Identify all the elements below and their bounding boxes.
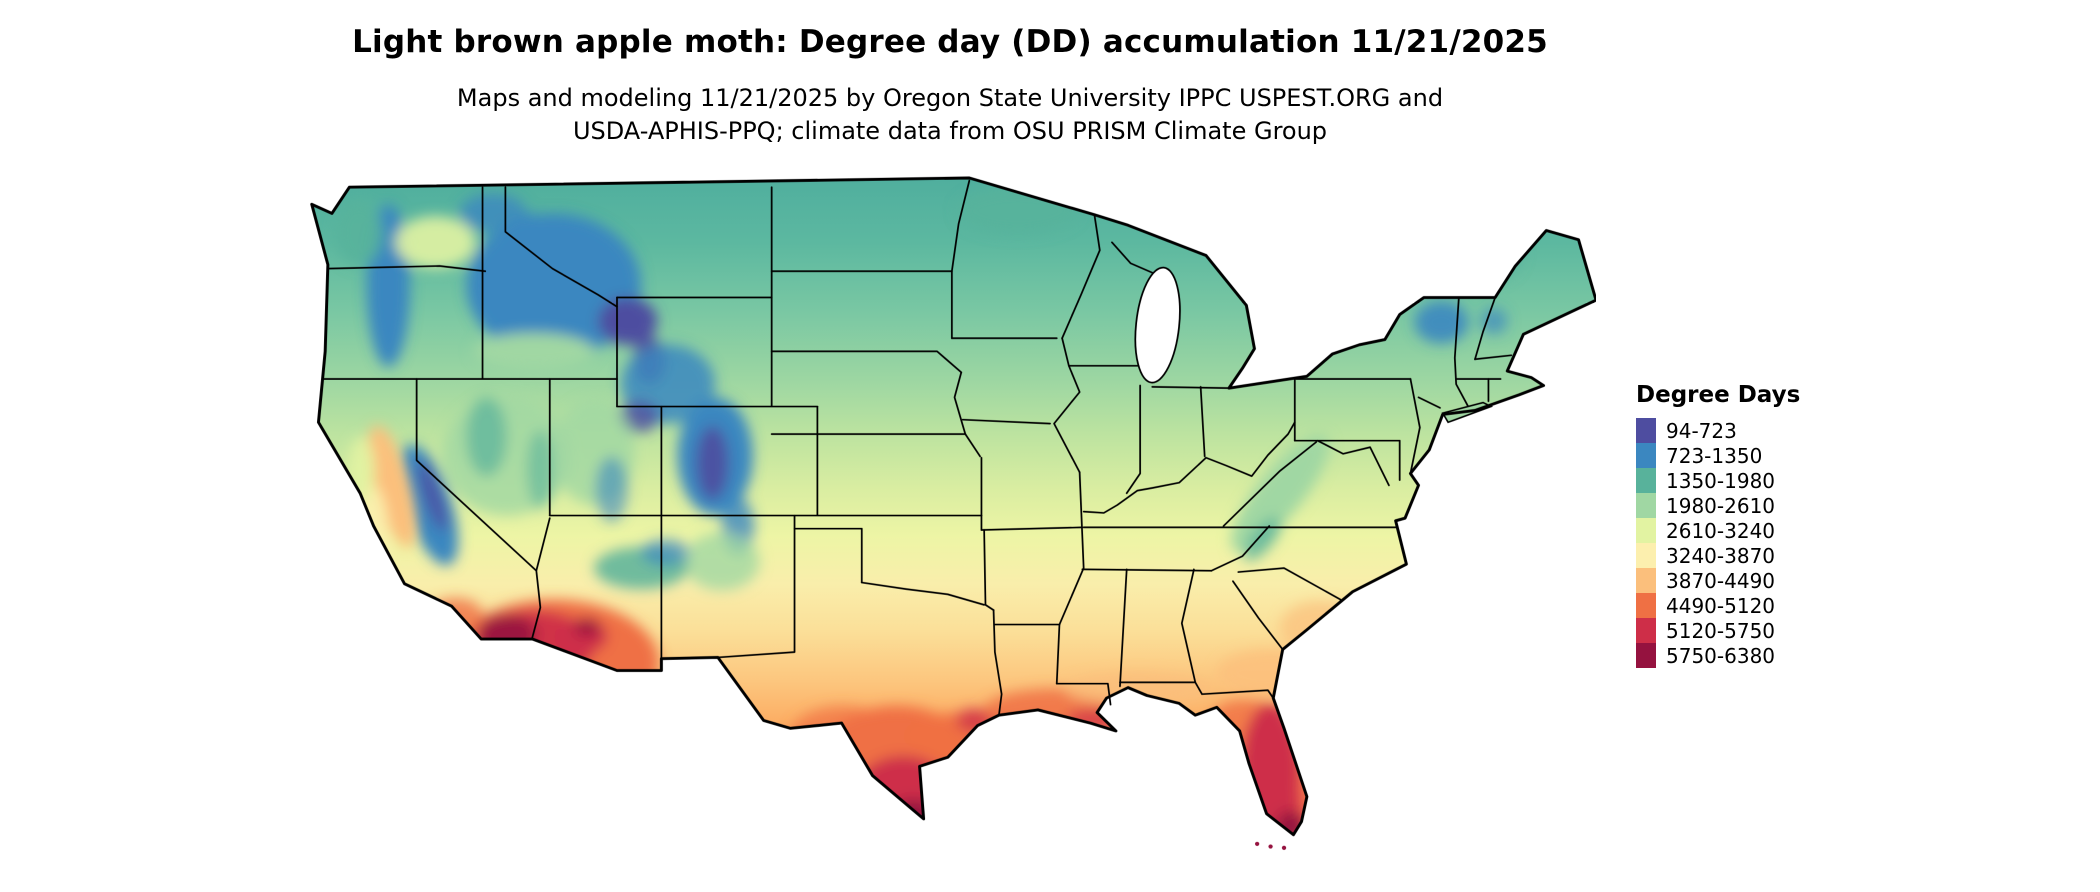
legend-items: 94-723 723-1350 1350-1980 1980-2610 2610-324… — [1636, 418, 1800, 668]
legend-row: 94-723 — [1636, 418, 1800, 443]
legend-range-label: 4490-5120 — [1666, 593, 1776, 618]
us-degree-day-map — [305, 174, 1596, 857]
legend-range-label: 5120-5750 — [1666, 618, 1776, 643]
legend-title: Degree Days — [1636, 382, 1801, 408]
legend-color-swatch — [1636, 493, 1656, 518]
legend-range-label: 1980-2610 — [1666, 493, 1776, 518]
legend-color-swatch — [1636, 618, 1656, 643]
subtitle-line-2: USDA-APHIS-PPQ; climate data from OSU PR… — [572, 117, 1328, 145]
legend-range-label: 1350-1980 — [1666, 468, 1776, 493]
legend-range-label: 723-1350 — [1666, 443, 1763, 468]
legend: Degree Days 94-723 723-1350 1350-1980 1980-… — [1636, 382, 1800, 668]
legend-row: 3870-4490 — [1636, 568, 1800, 593]
legend-color-swatch — [1636, 568, 1656, 593]
legend-color-swatch — [1636, 543, 1656, 568]
florida-keys — [1254, 841, 1287, 850]
legend-color-swatch — [1636, 468, 1656, 493]
legend-color-swatch — [1636, 418, 1656, 443]
legend-row: 3240-3870 — [1636, 543, 1800, 568]
legend-color-swatch — [1636, 518, 1656, 543]
legend-range-label: 94-723 — [1666, 418, 1737, 443]
page-title: Light brown apple moth: Degree day (DD) … — [352, 24, 1548, 60]
legend-row: 1980-2610 — [1636, 493, 1800, 518]
legend-range-label: 5750-6380 — [1666, 643, 1776, 668]
legend-range-label: 3870-4490 — [1666, 568, 1776, 593]
legend-row: 723-1350 — [1636, 443, 1800, 468]
legend-range-label: 2610-3240 — [1666, 518, 1776, 543]
us-map-svg — [310, 176, 1596, 850]
legend-row: 5120-5750 — [1636, 618, 1800, 643]
us-outline — [310, 176, 1596, 837]
map-subtitle: Maps and modeling 11/21/2025 by Oregon S… — [250, 82, 1650, 148]
state-borders — [321, 179, 1513, 716]
lake-michigan — [1134, 266, 1181, 384]
mountain-cool-overlay — [334, 187, 1523, 591]
legend-range-label: 3240-3870 — [1666, 543, 1776, 568]
legend-color-swatch — [1636, 443, 1656, 468]
legend-row: 4490-5120 — [1636, 593, 1800, 618]
legend-row: 1350-1980 — [1636, 468, 1800, 493]
legend-row: 5750-6380 — [1636, 643, 1800, 668]
lakes-layer — [1134, 266, 1181, 384]
legend-color-swatch — [1636, 643, 1656, 668]
legend-row: 2610-3240 — [1636, 518, 1800, 543]
legend-color-swatch — [1636, 593, 1656, 618]
subtitle-line-1: Maps and modeling 11/21/2025 by Oregon S… — [456, 84, 1444, 112]
